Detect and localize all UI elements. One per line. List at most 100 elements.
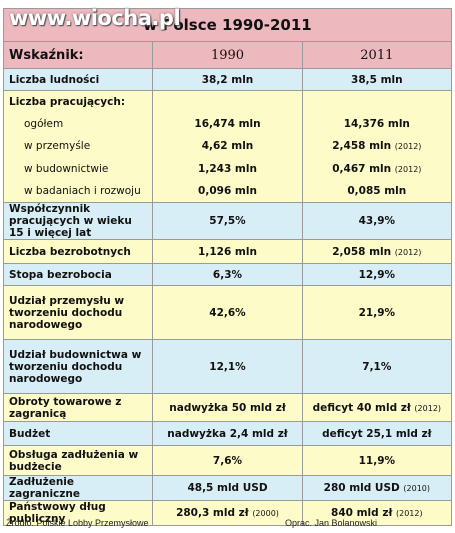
value-cell: 4,62 mln [152,135,303,158]
value: nadwyżka 50 mld zł [169,401,286,414]
sub-row: w badaniach i rozwoju 0,096 mln 0,085 mln [2,180,453,203]
label-cell: Obsługa zadłużenia w budżecie [2,445,154,476]
value: 0,467 mln [332,162,392,175]
value-note: (2012) [396,509,423,518]
table: w Polsce 1990-2011 Wskaźnik: 1990 2011 L… [2,8,453,526]
value-note: (2012) [394,247,422,257]
value: deficyt 40 mld zł [312,401,411,414]
value-cell: deficyt 40 mld zł (2012) [301,393,453,422]
source: Źródło: Polskie Lobby Przemysłowe [6,518,149,528]
value: 280 mld USD [323,482,400,494]
value: 12,9% [358,268,396,281]
value-cell: 16,474 mln [152,112,303,135]
value-cell: 21,9% [301,285,453,340]
value-cell: deficyt 25,1 mld zł [301,421,453,446]
value-note: (2010) [403,484,430,493]
data-row: Liczba bezrobotnych 1,126 mln 2,058 mln (2… [2,239,453,264]
value-cell: 14,376 mln [301,112,453,135]
data-row: Udział budownictwa w tworzeniu dochodu n… [2,339,453,394]
label-cell: Liczba ludności [2,68,154,91]
header-cell: 2011 [301,41,453,69]
sub-label-cell: ogółem [2,112,154,135]
value: 1,126 mln [198,245,257,258]
value: 6,3% [212,268,243,281]
label-cell: Liczba bezrobotnych [2,239,154,264]
value: 840 mld zł [331,507,393,519]
value-cell: 43,9% [301,202,453,240]
value: 2,458 mln [332,140,392,153]
value: 11,9% [358,454,396,467]
value-cell [152,90,303,113]
value-cell: 840 mld zł (2012) [301,500,453,526]
value-cell: 57,5% [152,202,303,240]
value-note: (2012) [394,142,422,152]
value-cell: 0,467 mln (2012) [301,157,453,180]
label-cell: Stopa bezrobocia [2,263,154,286]
sub-row: w przemyśle 4,62 mln 2,458 mln (2012) [2,135,453,158]
label-cell: Liczba pracujących: [2,90,154,113]
value-cell: nadwyżka 2,4 mld zł [152,421,303,446]
sub-row: w budownictwie 1,243 mln 0,467 mln (2012) [2,157,453,180]
value: 7,6% [212,454,243,467]
data-row: Udział przemysłu w tworzeniu dochodu nar… [2,285,453,340]
header-cell: 1990 [152,41,303,69]
value: 42,6% [209,306,246,319]
value: 43,9% [358,215,396,227]
value: 38,2 mln [201,73,254,86]
data-row: Państwowy dług publiczny 280,3 mld zł (20… [2,500,453,526]
value-cell: 7,6% [152,445,303,476]
author: Oprac. Jan Bolanowski [285,518,378,528]
value: 12,1% [209,360,246,373]
value-note: (2012) [394,164,422,174]
value: 1,243 mln [198,162,257,175]
label-cell: Udział budownictwa w tworzeniu dochodu n… [2,339,154,394]
value-cell [301,90,453,113]
title-row: w Polsce 1990-2011 [3,8,452,42]
value-cell: 0,096 mln [152,180,303,203]
value: 48,5 mld USD [187,482,268,494]
data-row: Zadłużenie zagraniczne 48,5 mld USD 280 ml… [2,475,453,501]
value: 21,9% [358,306,396,319]
value: 0,096 mln [198,185,257,197]
label-cell: Zadłużenie zagraniczne [2,475,154,501]
data-row: Liczba pracujących: [2,90,453,113]
value-note: (2012) [414,403,442,413]
value: 16,474 mln [194,117,261,130]
watermark: www.wiocha.pl [9,6,181,30]
value-cell: 48,5 mld USD [152,475,303,501]
value-cell: 42,6% [152,285,303,340]
value-cell: 12,1% [152,339,303,394]
value-cell: 280 mld USD (2010) [301,475,453,501]
data-row: Stopa bezrobocia 6,3% 12,9% [2,263,453,286]
value-cell: 6,3% [152,263,303,286]
header-row: Wskaźnik: 1990 2011 [2,41,453,69]
sub-label-cell: w przemyśle [2,135,154,158]
data-row: Obroty towarowe z zagranicą nadwyżka 50 m… [2,393,453,422]
value: 2,058 mln [332,245,392,258]
sub-label-cell: w budownictwie [2,157,154,180]
value-cell: 2,458 mln (2012) [301,135,453,158]
value-cell: 1,243 mln [152,157,303,180]
value: nadwyżka 2,4 mld zł [167,427,288,440]
value: 4,62 mln [201,140,254,153]
value: 280,3 mld zł [176,507,249,519]
value-cell: 1,126 mln [152,239,303,264]
value: 7,1% [362,360,392,373]
label-cell: Udział przemysłu w tworzeniu dochodu nar… [2,285,154,340]
value-cell: 38,2 mln [152,68,303,91]
header-cell: Wskaźnik: [2,41,154,69]
title-text: w Polsce 1990-2011 [143,16,312,34]
title: w Polsce 1990-2011 [3,8,452,42]
label-cell: Obroty towarowe z zagranicą [2,393,154,422]
value: 57,5% [209,215,246,227]
value-cell: 0,085 mln [301,180,453,203]
value: 38,5 mln [351,73,403,86]
value: deficyt 25,1 mld zł [322,427,432,440]
value-cell: 2,058 mln (2012) [301,239,453,264]
data-row: Liczba ludności 38,2 mln 38,5 mln [2,68,453,91]
sub-label-cell: w badaniach i rozwoju [2,180,154,203]
data-row: Współczynnik pracujących w wieku 15 i wi… [2,202,453,240]
value-cell: 280,3 mld zł (2000) [152,500,303,526]
value-cell: 7,1% [301,339,453,394]
